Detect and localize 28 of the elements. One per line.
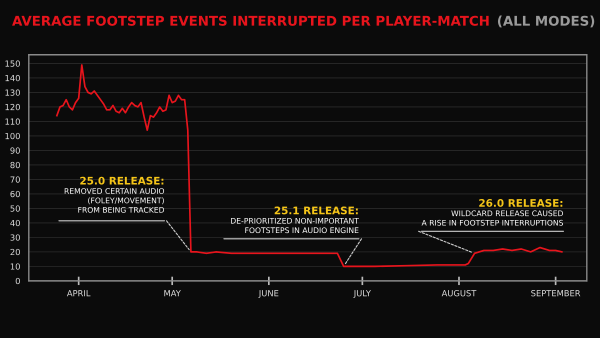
y-tick-label: 90 [10,147,20,154]
annotation: 25.0 RELEASE: [80,176,164,185]
annotation: 25.1 RELEASE: [274,206,358,214]
line-series [56,64,563,268]
y-tick-label: 130 [5,89,20,96]
annotation: 26.0 RELEASE: [479,198,562,207]
y-tick-label: 40 [10,220,20,226]
x-tick-label: MAY [164,290,181,296]
y-tick-label: 140 [5,74,20,82]
y-tick-label: 10 [10,263,20,270]
y-tick-label: 100 [5,132,20,140]
x-tick-label: SEPTEMBER [531,290,580,296]
x-tick-label: JULY [353,290,371,298]
x-tick-label: JUNE [258,290,278,298]
x-tick-label: AUGUST [442,290,476,296]
y-tick-label: 120 [5,104,20,110]
y-tick-label: 70 [10,176,20,183]
y-tick-label: 30 [10,234,20,241]
chart-subtitle: (ALL MODES) [498,16,594,28]
y-tick-label: 0 [16,278,20,284]
y-tick-label: 80 [10,162,20,168]
y-tick-label: 60 [10,190,20,198]
y-tick-label: 50 [10,205,20,212]
x-tick-label: APRIL [66,290,90,296]
y-tick-label: 110 [5,118,20,125]
y-tick-label: 20 [10,248,20,256]
y-tick-label: 150 [5,60,20,67]
chart-title: AVERAGE FOOTSTEP EVENTS INTERRUPTED PER PLAYER-MATCH [12,16,489,26]
